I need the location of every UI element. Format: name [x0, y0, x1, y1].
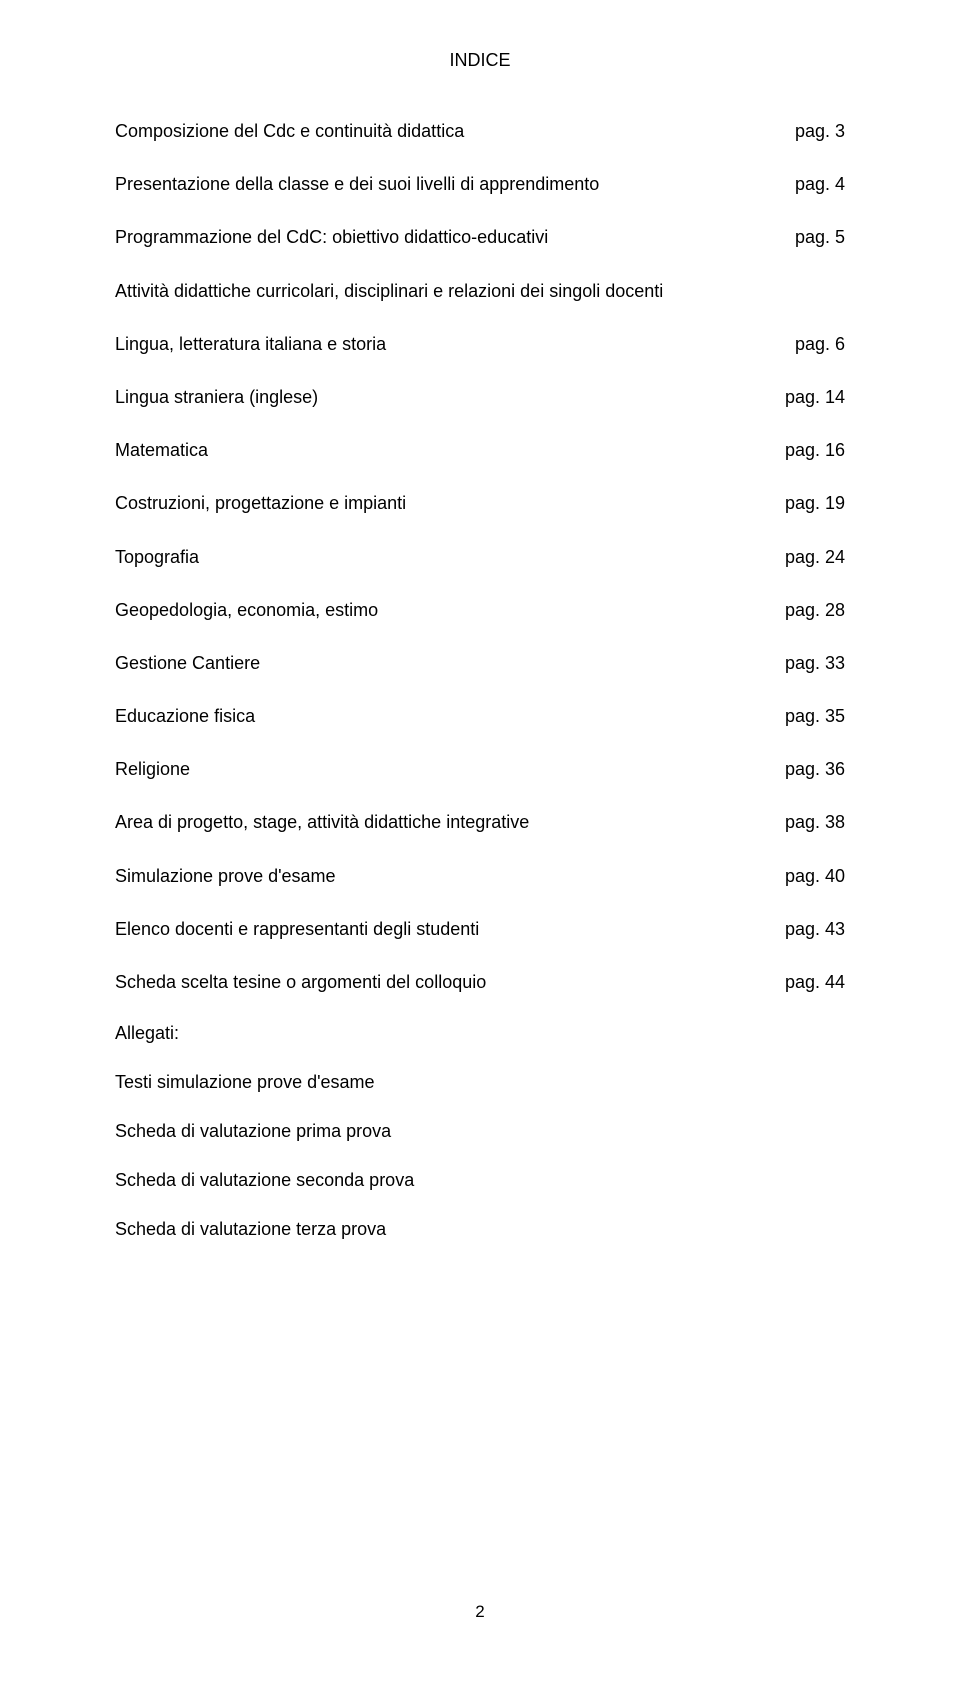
page-number: 2 [475, 1602, 484, 1622]
toc-label: Scheda scelta tesine o argomenti del col… [115, 970, 765, 995]
toc-label: Lingua straniera (inglese) [115, 385, 765, 410]
toc-label: Attività didattiche curricolari, discipl… [115, 279, 825, 304]
toc-container: Composizione del Cdc e continuità didatt… [115, 119, 845, 995]
toc-entry: Geopedologia, economia, estimo pag. 28 [115, 598, 845, 623]
toc-entry: Educazione fisica pag. 35 [115, 704, 845, 729]
toc-label: Composizione del Cdc e continuità didatt… [115, 119, 775, 144]
toc-page: pag. 36 [765, 757, 845, 782]
toc-page: pag. 5 [775, 225, 845, 250]
toc-entry: Simulazione prove d'esame pag. 40 [115, 864, 845, 889]
toc-page: pag. 33 [765, 651, 845, 676]
toc-entry: Religione pag. 36 [115, 757, 845, 782]
toc-page: pag. 14 [765, 385, 845, 410]
toc-page: pag. 16 [765, 438, 845, 463]
toc-page: pag. 24 [765, 545, 845, 570]
toc-page: pag. 28 [765, 598, 845, 623]
toc-entry: Costruzioni, progettazione e impianti pa… [115, 491, 845, 516]
allegati-item: Testi simulazione prove d'esame [115, 1072, 845, 1093]
toc-page [825, 279, 845, 304]
toc-entry: Programmazione del CdC: obiettivo didatt… [115, 225, 845, 250]
toc-page: pag. 35 [765, 704, 845, 729]
toc-entry: Attività didattiche curricolari, discipl… [115, 279, 845, 304]
toc-label: Costruzioni, progettazione e impianti [115, 491, 765, 516]
toc-entry: Scheda scelta tesine o argomenti del col… [115, 970, 845, 995]
toc-entry: Presentazione della classe e dei suoi li… [115, 172, 845, 197]
toc-label: Elenco docenti e rappresentanti degli st… [115, 917, 765, 942]
allegati-heading: Allegati: [115, 1023, 845, 1044]
toc-page: pag. 40 [765, 864, 845, 889]
toc-label: Matematica [115, 438, 765, 463]
toc-page: pag. 6 [775, 332, 845, 357]
toc-page: pag. 38 [765, 810, 845, 835]
toc-entry: Composizione del Cdc e continuità didatt… [115, 119, 845, 144]
toc-entry: Topografia pag. 24 [115, 545, 845, 570]
toc-entry: Lingua, letteratura italiana e storia pa… [115, 332, 845, 357]
page-title: INDICE [115, 50, 845, 71]
toc-label: Geopedologia, economia, estimo [115, 598, 765, 623]
allegati-item: Scheda di valutazione seconda prova [115, 1170, 845, 1191]
toc-page: pag. 43 [765, 917, 845, 942]
toc-label: Topografia [115, 545, 765, 570]
allegati-item: Scheda di valutazione prima prova [115, 1121, 845, 1142]
toc-label: Gestione Cantiere [115, 651, 765, 676]
allegati-item: Scheda di valutazione terza prova [115, 1219, 845, 1240]
toc-label: Lingua, letteratura italiana e storia [115, 332, 775, 357]
toc-label: Programmazione del CdC: obiettivo didatt… [115, 225, 775, 250]
toc-page: pag. 19 [765, 491, 845, 516]
toc-label: Presentazione della classe e dei suoi li… [115, 172, 775, 197]
toc-entry: Gestione Cantiere pag. 33 [115, 651, 845, 676]
toc-entry: Matematica pag. 16 [115, 438, 845, 463]
toc-page: pag. 44 [765, 970, 845, 995]
toc-label: Educazione fisica [115, 704, 765, 729]
toc-entry: Elenco docenti e rappresentanti degli st… [115, 917, 845, 942]
toc-entry: Lingua straniera (inglese) pag. 14 [115, 385, 845, 410]
toc-entry: Area di progetto, stage, attività didatt… [115, 810, 845, 835]
toc-label: Simulazione prove d'esame [115, 864, 765, 889]
toc-label: Area di progetto, stage, attività didatt… [115, 810, 765, 835]
toc-page: pag. 4 [775, 172, 845, 197]
toc-label: Religione [115, 757, 765, 782]
toc-page: pag. 3 [775, 119, 845, 144]
